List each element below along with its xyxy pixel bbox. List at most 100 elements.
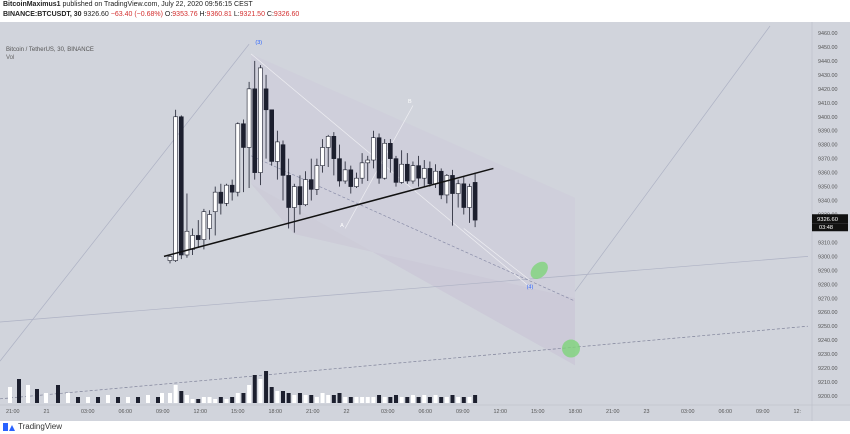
volume-bar <box>275 391 280 403</box>
volume-bar <box>201 397 206 403</box>
candle-up <box>303 179 308 206</box>
brand-name: TradingView <box>18 422 63 431</box>
time-tick-label: 15:00 <box>231 409 245 415</box>
candle-up <box>184 230 190 256</box>
price-tick-label: 9340.00 <box>818 199 838 205</box>
price-tick-label: 9390.00 <box>818 129 838 135</box>
volume-bar-early <box>106 395 110 403</box>
candle-up <box>291 186 297 208</box>
time-tick-label: 12:00 <box>194 409 208 415</box>
time-tick-label: 12:00 <box>494 409 508 415</box>
candle-down <box>308 179 314 190</box>
volume-bar <box>235 393 240 403</box>
candle-down <box>404 163 410 182</box>
candle-up <box>314 165 320 190</box>
price-chart[interactable]: 9200.00 9210.00 9220.00 9230.00 9240.00 9250.… <box>0 22 850 421</box>
time-tick-label: 18:00 <box>569 409 583 415</box>
volume-bar <box>371 397 376 403</box>
volume-legend: Vol <box>6 55 15 61</box>
volume-bar <box>224 399 229 403</box>
volume-bar <box>196 399 201 403</box>
price-tick-label: 9250.00 <box>818 324 838 330</box>
high-label: H: <box>199 11 207 18</box>
time-tick-label: 09:00 <box>756 409 770 415</box>
candle-down <box>195 235 201 240</box>
low-value: 9321.50 <box>239 11 265 18</box>
price-tick-label: 9410.00 <box>818 101 838 107</box>
volume-bar <box>292 395 297 403</box>
volume-bar-early <box>56 385 60 403</box>
fib-line-right <box>574 25 771 292</box>
volume-bar <box>320 393 325 403</box>
time-tick-label: 23 <box>644 409 650 415</box>
price-tick-label: 9360.00 <box>818 171 838 177</box>
candle-up <box>371 137 376 161</box>
volume-bar-early <box>66 393 70 403</box>
candle-up <box>433 170 438 185</box>
candle-down <box>179 116 184 256</box>
time-tick-label: 12: <box>794 409 802 415</box>
candle-down <box>388 142 393 159</box>
candle-up <box>275 141 280 162</box>
countdown-badge <box>812 223 848 232</box>
candle-up <box>421 168 427 179</box>
candle-up <box>365 159 371 164</box>
price-tick-label: 9430.00 <box>818 73 838 79</box>
projection-channel-lower <box>251 183 575 366</box>
candle-down <box>218 191 224 204</box>
volume-bar-early <box>86 397 90 403</box>
volume-bar-early <box>116 397 120 403</box>
volume-bar-early <box>96 397 100 403</box>
price-tick-label: 9400.00 <box>818 115 838 121</box>
volume-bar <box>388 397 393 403</box>
volume-bar-early <box>17 379 21 403</box>
price-tick-label: 9450.00 <box>818 45 838 51</box>
time-tick-label: 03:00 <box>81 409 95 415</box>
candle-up <box>410 165 416 182</box>
candle-down <box>427 168 433 185</box>
volume-bar <box>303 395 308 403</box>
chart-area[interactable]: 9200.00 9210.00 9220.00 9230.00 9240.00 9250.… <box>0 22 850 421</box>
candle-down <box>241 123 246 148</box>
volume-bar <box>354 397 359 403</box>
price-tick-label: 9460.00 <box>818 31 838 37</box>
volume-bar <box>405 397 410 403</box>
candle-down <box>472 182 478 221</box>
time-tick-label: 21:00 <box>606 409 620 415</box>
volume-bar <box>473 395 478 403</box>
close-value: 9326.60 <box>273 11 300 18</box>
volume-bar <box>467 397 472 403</box>
candle-up <box>354 177 359 187</box>
series-legend: Bitcoin / TetherUS, 30, BINANCE <box>6 47 94 53</box>
tradingview-logo-icon <box>3 422 15 431</box>
volume-bar <box>326 395 331 403</box>
candle-down <box>461 183 467 208</box>
candle-down <box>286 175 291 208</box>
price-tick-label: 9240.00 <box>818 338 838 344</box>
published-text: published on TradingView.com, July 22, 2… <box>62 1 253 8</box>
candle-up <box>258 67 263 173</box>
volume-bar <box>207 397 212 403</box>
volume-bar <box>252 375 257 403</box>
time-tick-label: 22 <box>344 409 350 415</box>
time-tick-label: 15:00 <box>531 409 545 415</box>
volume-bar-early <box>136 397 140 403</box>
time-tick-label: 09:00 <box>456 409 470 415</box>
candle-down <box>229 184 235 193</box>
volume-bar <box>394 395 398 403</box>
symbol-info: BINANCE:BTCUSDT, 30 9326.60 −63.40 (−0.6… <box>3 11 299 18</box>
wave-label: A <box>340 223 344 229</box>
symbol-name: BINANCE:BTCUSDT, 30 <box>3 11 82 18</box>
volume-bar <box>184 395 189 403</box>
time-tick-label: 21:00 <box>306 409 320 415</box>
price-tick-label: 9220.00 <box>818 366 838 372</box>
tradingview-logo[interactable]: TradingView <box>3 422 62 431</box>
volume-bar <box>365 397 370 403</box>
volume-bar <box>213 399 218 403</box>
author-name[interactable]: BitcoinMaximus1 <box>3 1 61 8</box>
volume-bar <box>422 395 427 403</box>
volume-bar <box>456 397 461 403</box>
candle-up <box>224 184 229 204</box>
candle-up <box>382 142 388 179</box>
volume-bar <box>343 397 348 403</box>
